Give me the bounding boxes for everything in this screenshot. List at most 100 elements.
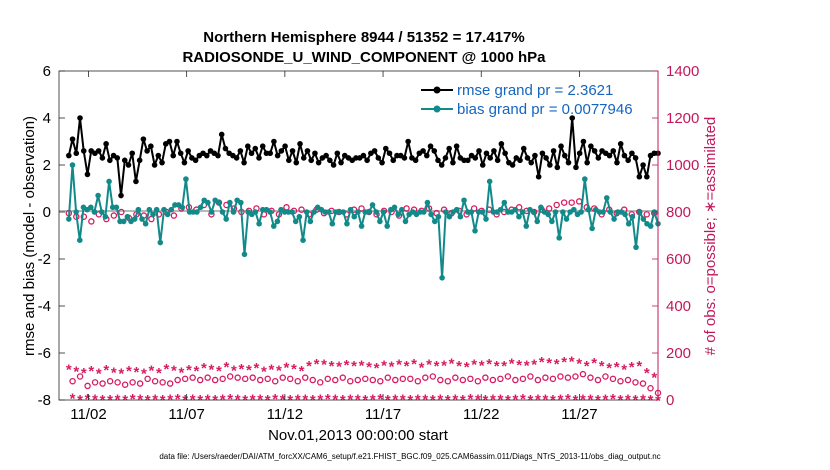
rmse-point [185,148,191,154]
bias-point [146,206,153,213]
bias-point [647,223,654,229]
rmse-point [405,138,411,145]
bias-point [69,162,76,168]
obs-possible-point [298,206,305,213]
obs-possible-point [560,199,568,206]
bias-point [194,209,200,215]
rmse-point [573,164,579,171]
bias-point [325,209,332,215]
bias-point [223,216,229,222]
rmse-point [77,115,83,121]
obs-possible-point [317,379,324,386]
bias-point [625,220,632,227]
bias-point [66,216,72,222]
bias-point [296,213,303,220]
rmse-point [114,155,121,161]
obs-assimilated-point: * [287,392,293,409]
rmse-point [420,148,426,154]
obs-assimilated-point: * [524,357,530,374]
bias-point [355,209,361,215]
obs-possible-point [110,212,118,219]
rmse-point [297,141,303,147]
bias-point [205,199,211,206]
obs-assimilated-point: * [284,360,290,377]
bias-point [611,216,617,222]
bias-point [216,199,222,206]
rmse-point [84,171,91,178]
obs-possible-point [474,377,482,385]
obs-possible-point [286,375,294,383]
bias-point [589,225,595,232]
rmse-point [479,162,486,168]
bias-point [512,206,519,213]
y-tick-label: 0 [43,204,51,221]
bias-point [153,206,160,213]
data-file-footer: data file: /Users/raeder/DAI/ATM_forcXX/… [159,452,660,461]
bias-point [523,223,530,229]
obs-possible-point [264,375,271,383]
obs-possible-point [643,211,650,218]
obs-possible-point [549,375,557,383]
obs-possible-point [358,205,365,212]
obs-possible-point [572,373,579,380]
rmse-point [330,162,337,168]
rmse-point [148,143,154,149]
rmse-point [629,150,635,157]
obs-possible-point [99,380,106,387]
bias-point [252,209,259,215]
obs-possible-point [452,374,459,381]
bias-point [347,206,354,213]
bias-point [241,251,248,258]
obs-possible-point [587,374,594,381]
rmse-point [323,152,329,159]
obs-possible-point [414,377,422,385]
rmse-point [248,150,255,157]
x-axis-label: Nov.01,2013 00:00:00 start [268,427,449,444]
obs-possible-point [377,377,384,385]
bias-point [377,218,383,225]
bias-point [640,216,647,222]
bias-point [230,209,237,215]
obs-possible-point [384,374,392,381]
bias-point [486,178,493,185]
rmse-point [502,150,508,157]
bias-point [95,192,101,199]
obs-possible-point [211,376,219,384]
rmse-point [569,115,576,121]
obs-possible-point [347,377,354,385]
obs-possible-point [422,374,429,381]
data-marks: ****************************************… [65,115,662,409]
bias-point [168,206,175,213]
bias-point [446,213,453,220]
obs-possible-point [144,375,151,383]
bias-point [131,216,138,222]
obs-possible-point [470,205,478,212]
bias-point [431,218,438,225]
obs-assimilated-point: * [103,362,109,379]
rmse-point [580,138,587,145]
rmse-point [136,157,143,164]
legend-rmse-marker [433,86,441,94]
obs-assimilated-point: * [306,358,312,375]
obs-assimilated-point: * [651,370,657,387]
y-right-tick-label: 1200 [666,110,699,127]
obs-assimilated-point: * [366,359,372,376]
bias-point [483,216,489,222]
obs-possible-point [271,377,279,385]
bias-point [552,209,559,215]
rmse-point [371,148,378,154]
left-axis: -8 -6 -4 -2 0 2 4 6 [38,63,65,409]
obs-assimilated-point: * [599,358,605,375]
rmse-point [550,148,557,154]
bias-point [578,209,584,215]
obs-possible-point [170,212,178,219]
obs-possible-point [339,374,347,381]
obs-assimilated-point: * [107,392,113,409]
obs-possible-point [399,375,407,383]
obs-assimilated-point: * [73,364,79,381]
obs-possible-point [159,379,166,386]
obs-possible-point [444,377,452,385]
right-axis: 0 200 400 600 800 1000 1200 1400 [652,63,699,409]
obs-possible-point [392,376,399,384]
rmse-point [483,150,490,157]
